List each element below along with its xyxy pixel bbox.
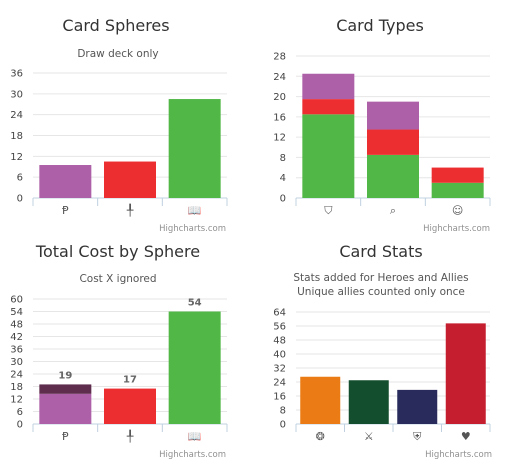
lore-icon: 📖 bbox=[188, 204, 202, 217]
shield-icon: ⛉ bbox=[324, 204, 333, 217]
y-tick-label: 54 bbox=[10, 307, 23, 318]
attack-icon: ⚔ bbox=[364, 430, 374, 443]
y-tick-label: 8 bbox=[280, 153, 286, 164]
chart-title: Card Types bbox=[336, 16, 424, 35]
chart-card-spheres: Card Spheres Draw deck only 0 6 12 18 24 30 36… bbox=[10, 16, 228, 234]
y-tick-label: 42 bbox=[10, 332, 23, 343]
y-tick-label: 0 bbox=[280, 420, 286, 431]
bar-tactics-segment-0[interactable] bbox=[104, 388, 156, 424]
y-tick-label: 12 bbox=[273, 133, 286, 144]
bar-attachment-segment-0[interactable] bbox=[302, 114, 355, 198]
chart-card-types: Card Types 0 4 8 12 16 20 24 28 ⛉ ⌕ ☺ Highcharts.c… bbox=[273, 16, 491, 234]
bar-leadership-segment-1[interactable] bbox=[39, 384, 92, 394]
chart-subtitle: Cost X ignored bbox=[79, 273, 156, 285]
leadership-icon: Ᵽ bbox=[62, 204, 69, 217]
bar-willpower[interactable] bbox=[300, 376, 341, 424]
leadership-icon: Ᵽ bbox=[62, 430, 69, 443]
y-tick-label: 4 bbox=[280, 173, 286, 184]
chart-credit[interactable]: Highcharts.com bbox=[423, 224, 490, 234]
y-tick-label: 16 bbox=[273, 112, 286, 123]
y-tick-label: 64 bbox=[273, 308, 286, 319]
chart-subtitle-line-2: Unique allies counted only once bbox=[297, 286, 465, 298]
bar-tactics[interactable] bbox=[104, 161, 156, 198]
chart-subtitle-line-1: Stats added for Heroes and Allies bbox=[293, 272, 468, 284]
y-tick-label: 48 bbox=[10, 320, 23, 331]
y-tick-label: 36 bbox=[10, 69, 23, 80]
chart-credit[interactable]: Highcharts.com bbox=[159, 224, 226, 234]
tactics-icon: ╀ bbox=[126, 429, 134, 443]
bar-lore[interactable] bbox=[168, 99, 221, 198]
stack-total-label: 17 bbox=[123, 375, 137, 386]
ally-icon: ☺ bbox=[452, 204, 463, 217]
y-tick-label: 16 bbox=[273, 392, 286, 403]
y-tick-label: 30 bbox=[10, 357, 23, 368]
y-tick-label: 32 bbox=[273, 364, 286, 375]
y-tick-label: 28 bbox=[273, 52, 286, 63]
y-tick-label: 24 bbox=[273, 378, 286, 389]
bar-lore-segment-0[interactable] bbox=[168, 311, 221, 425]
y-tick-label: 20 bbox=[273, 92, 286, 103]
y-tick-label: 24 bbox=[10, 370, 23, 381]
chart-credit[interactable]: Highcharts.com bbox=[159, 450, 226, 460]
bar-event-segment-0[interactable] bbox=[367, 154, 419, 198]
chart-title: Card Stats bbox=[339, 242, 422, 261]
bar-attack[interactable] bbox=[348, 380, 389, 424]
bar-leadership-segment-0[interactable] bbox=[39, 393, 92, 424]
y-tick-label: 6 bbox=[17, 173, 23, 184]
y-tick-label: 40 bbox=[273, 350, 286, 361]
stack-total-label: 19 bbox=[58, 370, 72, 381]
defense-icon: ⛨ bbox=[413, 430, 422, 443]
y-tick-label: 24 bbox=[10, 110, 23, 121]
y-tick-label: 12 bbox=[10, 152, 23, 163]
bar-event-segment-2[interactable] bbox=[367, 101, 419, 130]
y-tick-label: 56 bbox=[273, 322, 286, 333]
y-tick-label: 48 bbox=[273, 336, 286, 347]
tactics-icon: ╀ bbox=[126, 203, 134, 217]
bar-event-segment-1[interactable] bbox=[367, 129, 419, 155]
chart-credit[interactable]: Highcharts.com bbox=[425, 450, 492, 460]
bar-ally-segment-0[interactable] bbox=[431, 182, 484, 198]
y-tick-label: 8 bbox=[280, 406, 286, 417]
y-tick-label: 18 bbox=[10, 382, 23, 393]
chart-title: Total Cost by Sphere bbox=[35, 242, 200, 261]
bar-attachment-segment-2[interactable] bbox=[302, 73, 355, 100]
chart-card-stats: Card Stats Stats added for Heroes and Al… bbox=[273, 242, 492, 460]
bar-attachment-segment-1[interactable] bbox=[302, 99, 355, 115]
y-tick-label: 6 bbox=[17, 407, 23, 418]
willpower-icon: ❂ bbox=[316, 430, 325, 443]
chart-total-cost-by-sphere: Total Cost by Sphere Cost X ignored 0 612… bbox=[10, 242, 228, 460]
y-tick-label: 18 bbox=[10, 131, 23, 142]
hit-points-icon: ♥ bbox=[461, 430, 471, 443]
bar-leadership[interactable] bbox=[39, 165, 92, 198]
magnifier-icon: ⌕ bbox=[390, 204, 396, 217]
y-tick-label: 30 bbox=[10, 89, 23, 100]
y-tick-label: 0 bbox=[17, 420, 23, 431]
stack-total-label: 54 bbox=[188, 298, 202, 309]
y-tick-label: 12 bbox=[10, 395, 23, 406]
y-tick-label: 0 bbox=[17, 194, 23, 205]
bar-defense[interactable] bbox=[397, 389, 438, 424]
y-tick-label: 36 bbox=[10, 345, 23, 356]
chart-subtitle: Draw deck only bbox=[77, 48, 158, 60]
y-tick-label: 60 bbox=[10, 295, 23, 306]
y-tick-label: 0 bbox=[280, 194, 286, 205]
bar-hit points[interactable] bbox=[445, 323, 486, 424]
lore-icon: 📖 bbox=[188, 430, 202, 443]
y-tick-label: 24 bbox=[273, 72, 286, 83]
chart-title: Card Spheres bbox=[62, 16, 169, 35]
bar-ally-segment-1[interactable] bbox=[431, 167, 484, 183]
